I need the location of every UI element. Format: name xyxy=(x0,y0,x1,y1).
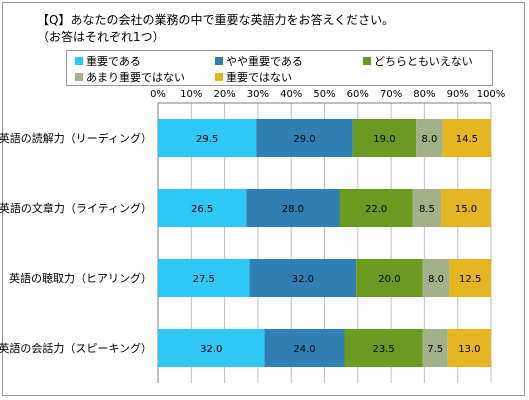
category-label-1: 英語の文章力（ライティング） xyxy=(0,201,152,215)
x-tick-label-9: 90% xyxy=(447,89,469,100)
legend-label-series-1: 重要である xyxy=(86,55,141,68)
legend-label-series-4: あまり重要ではない xyxy=(86,71,185,84)
data-label-0-0: 29.5 xyxy=(196,134,218,145)
data-label-3-2: 23.5 xyxy=(372,344,394,355)
x-tick-label-5: 50% xyxy=(313,89,335,100)
data-label-0-3: 8.0 xyxy=(421,134,437,145)
data-label-1-4: 15.0 xyxy=(455,204,477,215)
data-label-0-2: 19.0 xyxy=(373,134,395,145)
data-label-1-2: 22.0 xyxy=(365,204,387,215)
data-label-2-0: 27.5 xyxy=(193,274,215,285)
bar-3-0 xyxy=(158,329,265,367)
data-label-3-0: 32.0 xyxy=(200,344,222,355)
bar-0-2 xyxy=(352,119,417,157)
legend-item-series-1: 重要である xyxy=(75,54,141,68)
bar-0-0 xyxy=(158,119,257,157)
legend-label-series-5: 重要ではない xyxy=(226,71,292,84)
bar-2-0 xyxy=(158,259,250,297)
bar-0-3 xyxy=(416,119,443,157)
chart-subtitle: （お答はそれぞれ1つ） xyxy=(37,30,165,44)
category-label-3: 英語の会話力（スピーキング） xyxy=(0,341,152,355)
bar-3-4 xyxy=(447,329,491,367)
legend-item-series-4: あまり重要ではない xyxy=(75,70,185,84)
legend-item-series-2: やや重要である xyxy=(215,54,303,68)
x-tick-label-6: 60% xyxy=(347,89,369,100)
x-tick-label-1: 10% xyxy=(180,89,202,100)
x-tick-label-3: 30% xyxy=(247,89,269,100)
x-tick-label-8: 80% xyxy=(413,89,435,100)
data-label-2-1: 32.0 xyxy=(292,274,314,285)
legend-item-series-3: どちらともいえない xyxy=(363,54,473,68)
data-label-3-1: 24.0 xyxy=(293,344,315,355)
bar-1-2 xyxy=(339,189,413,227)
data-label-0-4: 14.5 xyxy=(456,134,478,145)
category-label-2: 英語の聴取力（ヒアリング） xyxy=(9,271,152,285)
legend-label-series-3: どちらともいえない xyxy=(374,55,473,68)
bar-3-3 xyxy=(422,329,448,367)
x-tick-label-2: 20% xyxy=(213,89,235,100)
data-label-2-2: 20.0 xyxy=(378,274,400,285)
bar-2-3 xyxy=(422,259,450,297)
x-tick-label-7: 70% xyxy=(380,89,402,100)
data-label-2-4: 12.5 xyxy=(459,274,481,285)
bar-2-1 xyxy=(249,259,357,297)
data-label-1-0: 26.5 xyxy=(191,204,213,215)
bar-0-4 xyxy=(442,119,491,157)
bar-1-1 xyxy=(246,189,340,227)
category-label-0: 英語の読解力（リーディング） xyxy=(0,131,152,145)
legend-swatch-series-3 xyxy=(363,57,371,65)
bar-1-4 xyxy=(441,189,491,227)
data-label-1-3: 8.5 xyxy=(419,204,435,215)
x-tick-label-4: 40% xyxy=(280,89,302,100)
bar-3-1 xyxy=(264,329,345,367)
data-label-1-1: 28.0 xyxy=(282,204,304,215)
legend-swatch-series-2 xyxy=(215,57,223,65)
legend-swatch-series-1 xyxy=(75,57,83,65)
legend: 重要である やや重要である どちらともいえない あまり重要ではない 重要ではない xyxy=(66,50,493,86)
chart-title: 【Q】あなたの会社の業務の中で重要な英語力をお答えください。 xyxy=(37,13,395,27)
legend-swatch-series-5 xyxy=(215,73,223,81)
data-label-3-3: 7.5 xyxy=(427,344,443,355)
x-tick-label-10: 100% xyxy=(477,89,506,100)
bar-1-3 xyxy=(412,189,442,227)
x-tick-label-0: 0% xyxy=(150,89,166,100)
legend-label-series-2: やや重要である xyxy=(226,55,303,68)
bar-2-2 xyxy=(356,259,423,297)
bar-3-2 xyxy=(344,329,423,367)
data-label-2-3: 8.0 xyxy=(428,274,444,285)
data-label-0-1: 29.0 xyxy=(293,134,315,145)
bar-0-1 xyxy=(256,119,353,157)
bar-1-0 xyxy=(158,189,247,227)
legend-item-series-5: 重要ではない xyxy=(215,70,292,84)
legend-swatch-series-4 xyxy=(75,73,83,81)
bar-2-4 xyxy=(449,259,491,297)
data-label-3-4: 13.0 xyxy=(458,344,480,355)
